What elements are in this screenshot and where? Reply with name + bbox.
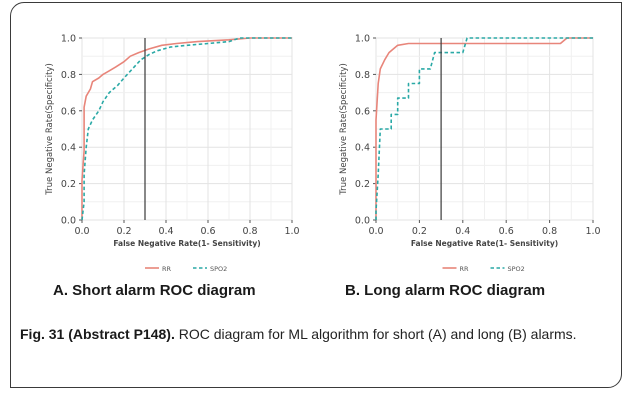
x-axis-label: False Negative Rate(1- Sensitivity) — [113, 239, 260, 248]
y-tick-label: 0.6 — [61, 106, 76, 117]
x-tick-label: 0.6 — [200, 226, 215, 237]
y-tick-label: 0.2 — [355, 179, 370, 190]
x-tick-label: 0.4 — [455, 226, 470, 237]
figure-caption: Fig. 31 (Abstract P148). ROC diagram for… — [20, 325, 610, 344]
x-tick-label: 1.0 — [284, 226, 299, 237]
x-tick-label: 0.6 — [499, 226, 514, 237]
x-tick-label: 0.2 — [116, 226, 131, 237]
panel-title-short-alarm: A. Short alarm ROC diagram — [53, 282, 256, 299]
y-tick-label: 0.8 — [355, 70, 370, 81]
x-tick-label: 0.0 — [74, 226, 89, 237]
x-tick-label: 1.0 — [585, 226, 600, 237]
legend-label-spo2: SPO2 — [210, 265, 227, 273]
x-tick-label: 0.8 — [542, 226, 557, 237]
y-tick-label: 0.0 — [61, 216, 76, 227]
roc-curve-spo2 — [375, 37, 593, 220]
roc-curve-rr — [375, 37, 593, 220]
caption-text: ROC diagram for ML algorithm for short (… — [174, 326, 577, 342]
roc-chart-short-alarm: 0.0 0.2 0.4 0.6 0.8 1.0 0.0 0.2 0.4 0.6 0.8 1.0 Fals… — [45, 34, 300, 274]
x-tick-label: 0.4 — [158, 226, 173, 237]
x-tick-label: 0.2 — [412, 226, 427, 237]
y-tick-label: 1.0 — [355, 34, 370, 45]
roc-chart-long-alarm: 0.0 0.2 0.4 0.6 0.8 1.0 0.0 0.2 0.4 0.6 0.8 1.0 Fals… — [339, 34, 601, 274]
y-tick-label: 0.0 — [355, 216, 370, 227]
y-tick-label: 0.8 — [61, 70, 76, 81]
y-tick-label: 0.4 — [61, 143, 76, 154]
x-tick-label: 0.0 — [368, 226, 383, 237]
roc-curve-rr — [81, 37, 292, 220]
legend-label-rr: RR — [162, 265, 172, 273]
legend-label-rr: RR — [460, 265, 470, 273]
y-tick-label: 0.6 — [355, 106, 370, 117]
roc-curve-spo2 — [81, 37, 292, 221]
y-tick-label: 0.2 — [61, 179, 76, 190]
y-axis-label: True Negative Rate(Specificity) — [339, 63, 349, 196]
x-axis-label: False Negative Rate(1- Sensitivity) — [411, 239, 558, 248]
x-tick-label: 0.8 — [242, 226, 257, 237]
panel-title-long-alarm: B. Long alarm ROC diagram — [345, 282, 546, 299]
y-tick-label: 0.4 — [355, 143, 370, 154]
legend-label-spo2: SPO2 — [508, 265, 525, 273]
caption-label: Fig. 31 (Abstract P148). — [20, 326, 175, 342]
y-tick-label: 1.0 — [61, 34, 76, 45]
y-axis-label: True Negative Rate(Specificity) — [45, 63, 55, 196]
